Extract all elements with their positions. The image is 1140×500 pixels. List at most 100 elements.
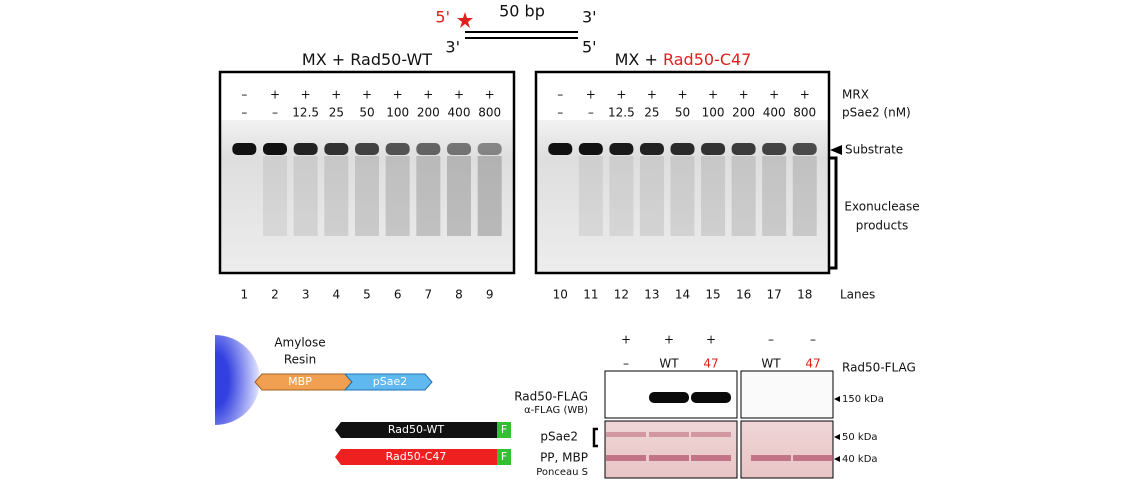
mrx-sign: + — [393, 88, 403, 102]
smear — [355, 156, 379, 236]
mrx-sign: + — [621, 333, 631, 347]
smear — [639, 156, 664, 236]
band — [639, 143, 664, 155]
psae2-conc: 50 — [675, 106, 690, 120]
construct-label: Rad50-C47 — [386, 450, 447, 463]
psae2-conc: 50 — [359, 106, 374, 120]
blot-panel — [740, 370, 834, 419]
rad50-variant: WT — [761, 357, 781, 371]
lane-number: 2 — [271, 288, 279, 302]
ponceau-panel — [740, 420, 834, 479]
psae2-conc: 200 — [732, 106, 755, 120]
ponceau-band — [691, 455, 731, 461]
construct-bar — [335, 449, 497, 465]
lane-number: 18 — [797, 288, 812, 302]
band — [792, 143, 817, 155]
lane-number: 15 — [705, 288, 720, 302]
band-label: Substrate — [845, 143, 903, 157]
mrx-sign: + — [677, 88, 687, 102]
blot-label: Rad50-FLAG — [514, 390, 588, 404]
gel-title: MX + Rad50-WT — [302, 50, 432, 69]
ponceau-band — [606, 432, 646, 437]
lane-number: 3 — [302, 288, 310, 302]
psae2-bar — [343, 373, 433, 391]
band-label: products — [856, 219, 908, 233]
mrx-sign: + — [423, 88, 433, 102]
mrx-sign: + — [739, 88, 749, 102]
fluorophore-star — [457, 12, 473, 28]
ponceau-band — [793, 455, 833, 461]
band — [324, 143, 349, 155]
blot-label: pSae2 — [540, 430, 578, 444]
band — [232, 143, 257, 155]
smear — [324, 156, 349, 236]
marker-arrow — [834, 456, 840, 462]
lane-number: 9 — [486, 288, 494, 302]
title-prefix: MX + — [302, 50, 350, 69]
psae2-conc: – — [241, 106, 247, 120]
row-label: Lanes — [840, 288, 875, 302]
construct-bar — [335, 422, 497, 438]
psae2-conc: 400 — [763, 106, 786, 120]
resin-label: Resin — [284, 353, 316, 367]
gel-title: MX + Rad50-C47 — [615, 50, 752, 69]
smear — [293, 156, 318, 236]
smear — [263, 156, 287, 236]
mrx-sign: + — [270, 88, 280, 102]
mrx-sign: + — [586, 88, 596, 102]
mrx-sign: + — [708, 88, 718, 102]
mrx-sign: + — [664, 333, 674, 347]
marker-label: 50 kDa — [842, 432, 878, 443]
substrate-schematic: 5' 50 bp 3' 3' 5' — [435, 2, 596, 57]
title-name: Rad50-WT — [350, 50, 432, 69]
mrx-sign: + — [616, 88, 626, 102]
mrx-sign: + — [454, 88, 464, 102]
smear — [385, 156, 410, 236]
marker-arrow — [834, 434, 840, 440]
blot-band — [691, 392, 731, 403]
psae2-conc: – — [272, 106, 278, 120]
marker-label: 150 kDa — [842, 394, 884, 405]
title-name: Rad50-C47 — [663, 50, 751, 69]
mrx-sign: + — [706, 333, 716, 347]
ponceau-band — [649, 455, 689, 461]
marker-arrow — [834, 396, 840, 402]
row-label: MRX — [842, 88, 869, 102]
mrx-sign: – — [768, 333, 774, 347]
blot-sublabel: Ponceau S — [536, 467, 588, 478]
marker-label: 40 kDa — [842, 454, 878, 465]
rad50-variant: 47 — [805, 357, 820, 371]
lane-number: 13 — [644, 288, 659, 302]
flag-tag — [497, 449, 511, 465]
mrx-sign: + — [769, 88, 779, 102]
band — [701, 143, 726, 155]
smear — [447, 156, 471, 236]
gel-frame — [218, 70, 516, 275]
construct-label: Rad50-WT — [388, 423, 445, 436]
psae2-conc: – — [588, 106, 594, 120]
strand-label: 3' — [445, 38, 460, 57]
bar-label: MBP — [288, 375, 312, 388]
lane-number: 1 — [241, 288, 249, 302]
smear — [731, 156, 756, 236]
tag-label: F — [501, 423, 507, 436]
bracket — [592, 427, 598, 448]
ponceau-band — [751, 455, 791, 461]
rad50-variant: WT — [659, 357, 679, 371]
ponceau-band — [649, 432, 689, 437]
lane-number: 7 — [425, 288, 433, 302]
psae2-conc: 800 — [478, 106, 501, 120]
mrx-sign: – — [810, 333, 816, 347]
band — [731, 143, 756, 155]
smear — [701, 156, 726, 236]
mrx-sign: + — [485, 88, 495, 102]
smear — [762, 156, 787, 236]
length-label: 50 bp — [499, 2, 545, 21]
band — [609, 143, 634, 155]
lane-number: 14 — [675, 288, 690, 302]
lane-number: 17 — [767, 288, 782, 302]
band — [578, 143, 603, 155]
bracket — [830, 156, 838, 270]
psae2-conc: 25 — [329, 106, 344, 120]
ponceau-band — [606, 455, 646, 461]
